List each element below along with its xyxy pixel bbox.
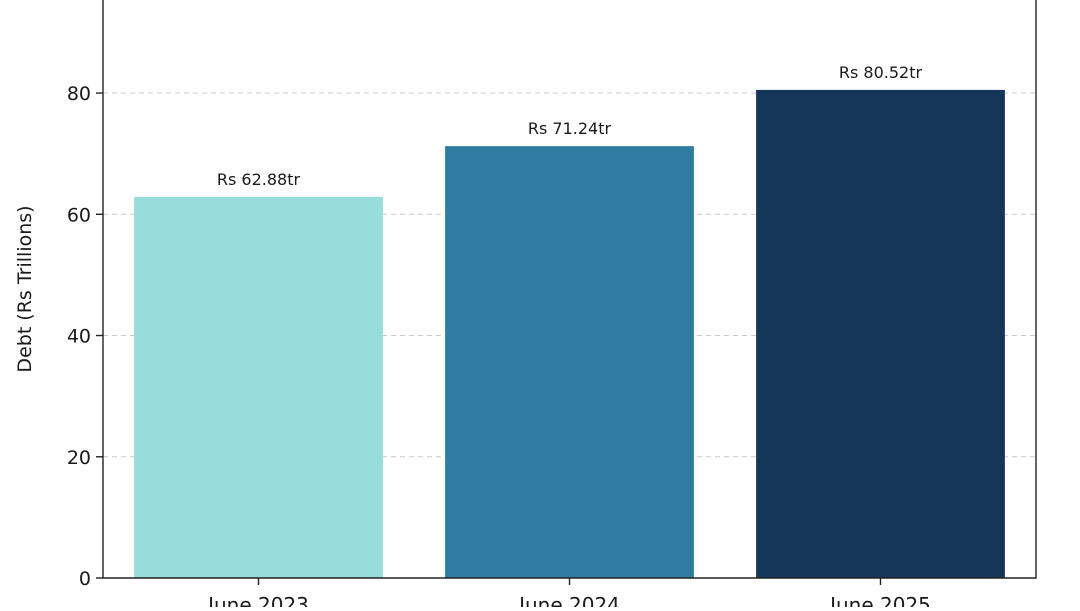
y-tick-label: 60 (67, 204, 91, 226)
axes (96, 0, 1037, 585)
bars (134, 89, 1005, 579)
bar-june-2023 (134, 196, 383, 579)
bar-june-2024 (445, 146, 694, 579)
data-label: Rs 71.24tr (528, 119, 612, 138)
x-tick-label: June 2023 (206, 593, 309, 607)
y-tick-label: 20 (67, 447, 91, 469)
y-tick-label: 80 (67, 83, 91, 105)
x-tick-label: June 2025 (828, 593, 931, 607)
data-label: Rs 62.88tr (217, 170, 301, 189)
x-tick-label: June 2024 (517, 593, 620, 607)
y-axis-title: Debt (Rs Trillions) (14, 205, 36, 372)
bar-june-2025 (756, 89, 1005, 578)
data-label: Rs 80.52tr (839, 63, 923, 82)
y-tick-label: 40 (67, 326, 91, 348)
y-tick-label: 0 (79, 568, 91, 590)
